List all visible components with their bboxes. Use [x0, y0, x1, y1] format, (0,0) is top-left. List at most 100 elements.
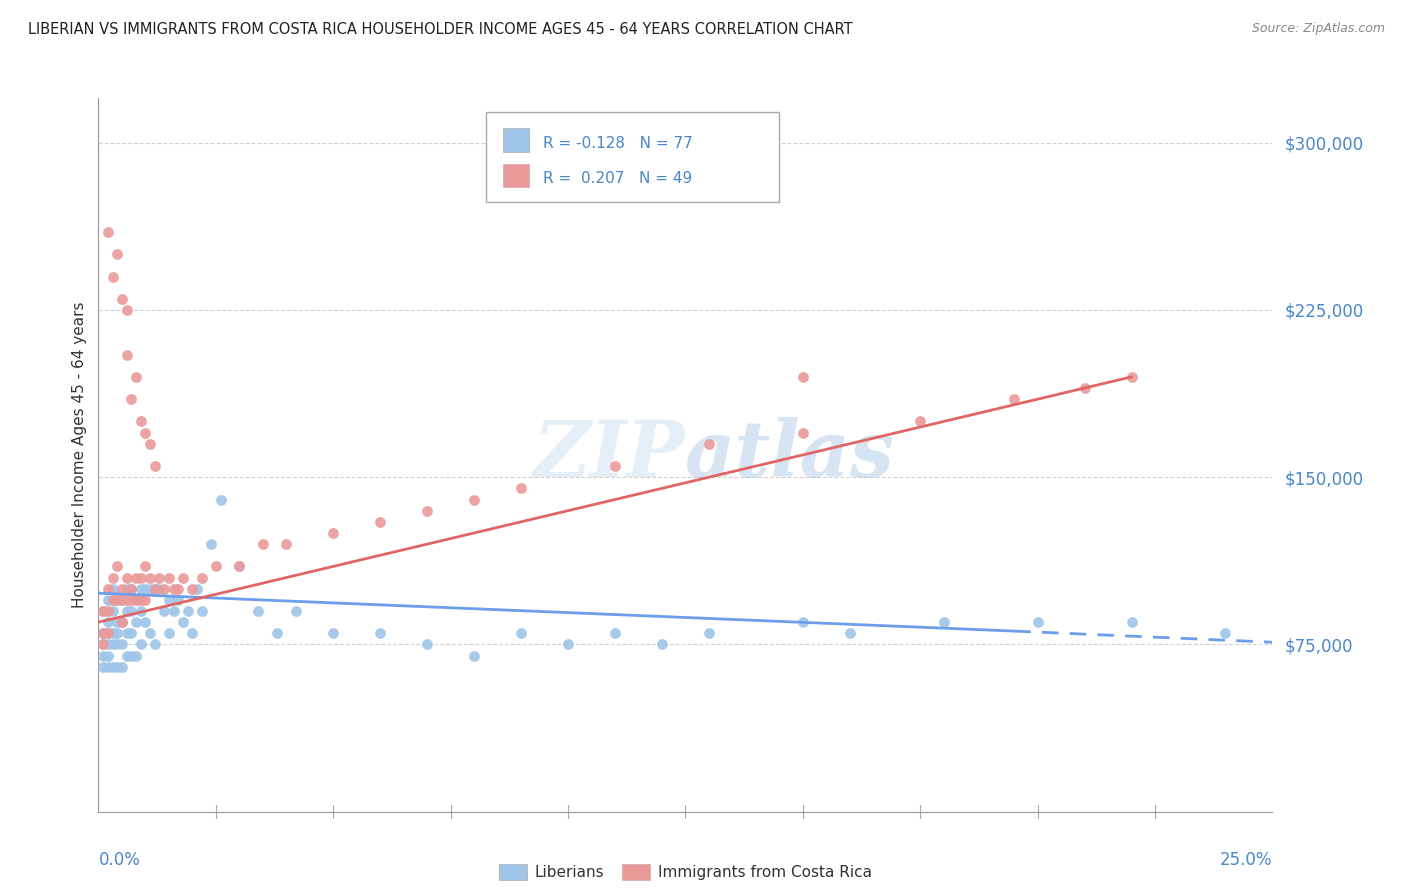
Point: [205, 559, 228, 574]
Point: [97, 592, 120, 607]
Point: [148, 582, 170, 596]
Point: [792, 369, 814, 384]
Point: [105, 660, 128, 674]
Point: [181, 582, 204, 596]
Point: [284, 604, 307, 618]
Point: [697, 626, 720, 640]
Point: [111, 292, 134, 306]
Point: [908, 414, 931, 428]
Point: [125, 592, 148, 607]
Point: [247, 604, 270, 618]
Point: [603, 458, 626, 473]
Point: [1073, 381, 1095, 395]
Point: [129, 571, 152, 585]
FancyBboxPatch shape: [503, 128, 529, 152]
Point: [139, 626, 162, 640]
Point: [252, 537, 274, 551]
Point: [111, 592, 134, 607]
Point: [105, 637, 128, 651]
Point: [129, 414, 152, 428]
Point: [134, 582, 156, 596]
Point: [368, 626, 391, 640]
Point: [125, 648, 148, 663]
Point: [228, 559, 250, 574]
Point: [125, 615, 148, 630]
Point: [157, 626, 180, 640]
Point: [129, 582, 152, 596]
Point: [115, 582, 138, 596]
Point: [181, 626, 204, 640]
Point: [91, 626, 114, 640]
Point: [91, 626, 114, 640]
Point: [120, 626, 142, 640]
Point: [792, 425, 814, 440]
Point: [167, 582, 190, 596]
Point: [120, 582, 142, 596]
Point: [322, 626, 344, 640]
Point: [153, 604, 176, 618]
Point: [162, 604, 184, 618]
Point: [932, 615, 955, 630]
Point: [139, 571, 162, 585]
Point: [792, 615, 814, 630]
Point: [228, 559, 250, 574]
Point: [157, 571, 180, 585]
Text: 25.0%: 25.0%: [1220, 851, 1272, 869]
Point: [111, 615, 134, 630]
Point: [105, 559, 128, 574]
Point: [97, 660, 120, 674]
Text: ZIP: ZIP: [534, 417, 686, 493]
Point: [115, 302, 138, 317]
Point: [97, 225, 120, 239]
Point: [97, 626, 120, 640]
Point: [463, 492, 485, 507]
Point: [115, 347, 138, 362]
Point: [120, 604, 142, 618]
Point: [266, 626, 288, 640]
Point: [129, 604, 152, 618]
Point: [1002, 392, 1025, 407]
Point: [416, 503, 439, 517]
Text: LIBERIAN VS IMMIGRANTS FROM COSTA RICA HOUSEHOLDER INCOME AGES 45 - 64 YEARS COR: LIBERIAN VS IMMIGRANTS FROM COSTA RICA H…: [28, 22, 853, 37]
Point: [603, 626, 626, 640]
Point: [91, 660, 114, 674]
Point: [143, 582, 166, 596]
Point: [97, 648, 120, 663]
Point: [105, 626, 128, 640]
Point: [129, 592, 152, 607]
Point: [111, 582, 134, 596]
Point: [143, 637, 166, 651]
FancyBboxPatch shape: [503, 164, 529, 187]
Point: [101, 626, 124, 640]
Point: [91, 604, 114, 618]
Point: [1215, 626, 1237, 640]
Point: [111, 660, 134, 674]
Point: [125, 571, 148, 585]
Point: [134, 425, 156, 440]
Point: [322, 526, 344, 541]
Point: [91, 604, 114, 618]
Legend: Liberians, Immigrants from Costa Rica: Liberians, Immigrants from Costa Rica: [494, 858, 877, 886]
Point: [115, 604, 138, 618]
FancyBboxPatch shape: [486, 112, 779, 202]
Point: [111, 615, 134, 630]
Point: [162, 582, 184, 596]
Point: [143, 582, 166, 596]
Point: [120, 582, 142, 596]
Point: [139, 436, 162, 450]
Point: [200, 537, 222, 551]
Point: [97, 615, 120, 630]
Y-axis label: Householder Income Ages 45 - 64 years: Householder Income Ages 45 - 64 years: [72, 301, 87, 608]
Point: [651, 637, 673, 651]
Point: [120, 592, 142, 607]
Point: [368, 515, 391, 529]
Point: [115, 626, 138, 640]
Point: [105, 615, 128, 630]
Point: [125, 369, 148, 384]
Point: [134, 559, 156, 574]
Point: [105, 592, 128, 607]
Point: [115, 648, 138, 663]
Text: R = -0.128   N = 77: R = -0.128 N = 77: [543, 136, 693, 151]
Point: [134, 592, 156, 607]
Point: [463, 648, 485, 663]
